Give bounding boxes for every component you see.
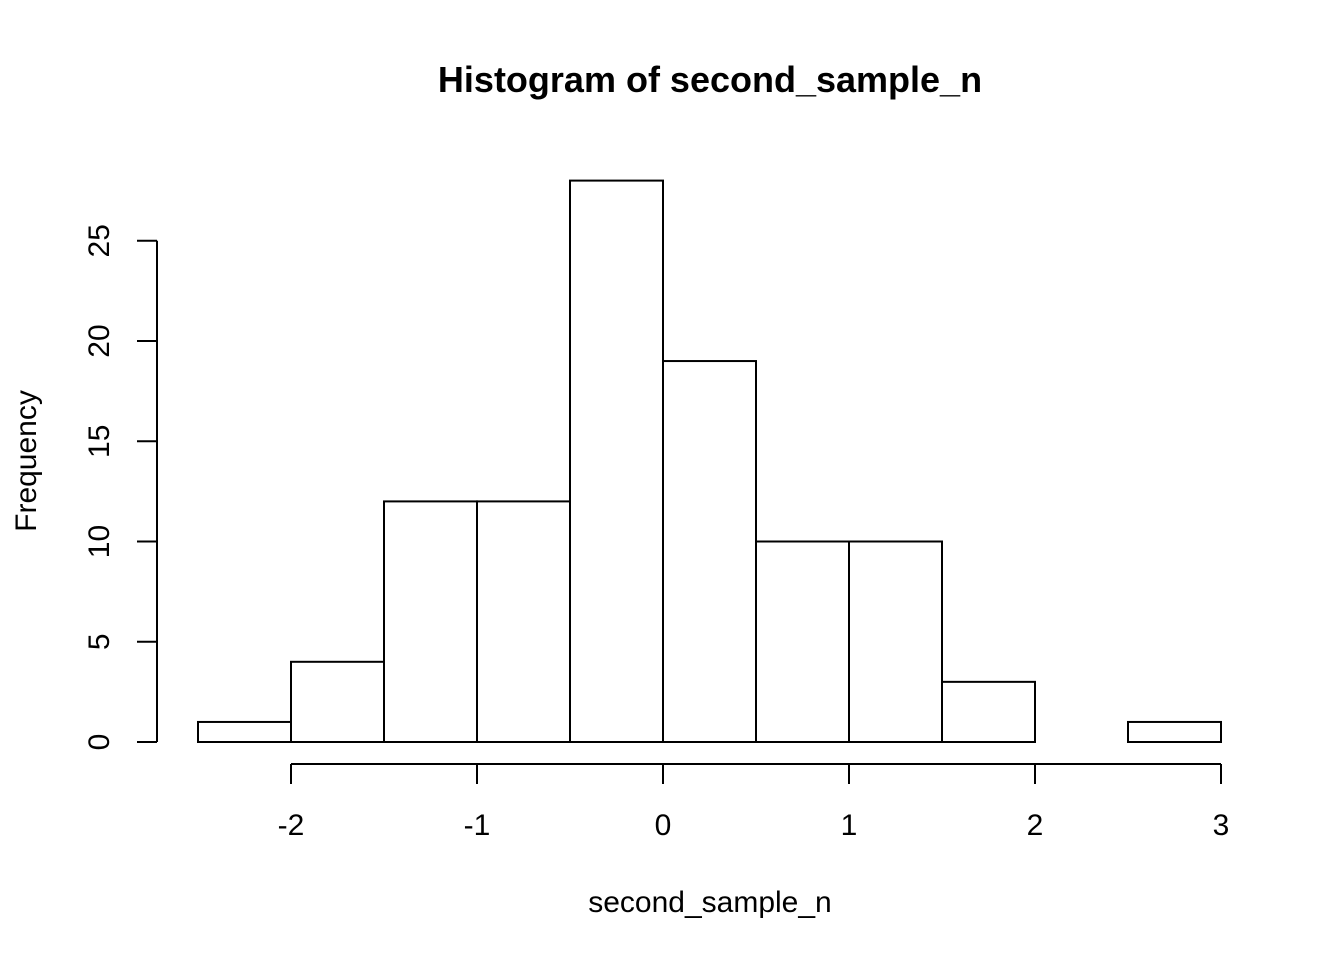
histogram-bar-8 <box>941 680 1036 743</box>
histogram-bar-2 <box>383 500 478 743</box>
histogram-bar-6 <box>755 540 850 743</box>
histogram-bar-5 <box>662 360 757 743</box>
y-tick-label: 10 <box>83 525 116 558</box>
x-axis-label: second_sample_n <box>588 886 832 919</box>
histogram-bar-3 <box>476 500 571 743</box>
x-tick-label: 0 <box>655 809 672 842</box>
x-tick-label: 3 <box>1213 809 1230 842</box>
x-tick-label: -2 <box>278 809 305 842</box>
x-axis: -2 -1 0 1 2 3 <box>278 763 1230 842</box>
y-tick-label: 15 <box>83 425 116 458</box>
histogram-bar-7 <box>848 540 943 743</box>
chart-title: Histogram of second_sample_n <box>438 59 982 100</box>
histogram-bar-4 <box>569 179 664 744</box>
y-axis-label: Frequency <box>10 390 43 532</box>
x-tick-label: 2 <box>1027 809 1044 842</box>
x-tick-label: 1 <box>841 809 858 842</box>
y-tick-label: 0 <box>83 734 116 751</box>
histogram-bar-10 <box>1127 720 1222 744</box>
histogram-bar-1 <box>290 660 385 743</box>
histogram-bar-0 <box>197 720 292 744</box>
y-tick-label: 5 <box>83 633 116 650</box>
y-axis: 0 5 10 15 20 25 <box>83 224 158 751</box>
x-tick-label: -1 <box>464 809 491 842</box>
histogram-bars <box>197 179 1222 744</box>
y-tick-label: 20 <box>83 324 116 357</box>
y-tick-label: 25 <box>83 224 116 257</box>
